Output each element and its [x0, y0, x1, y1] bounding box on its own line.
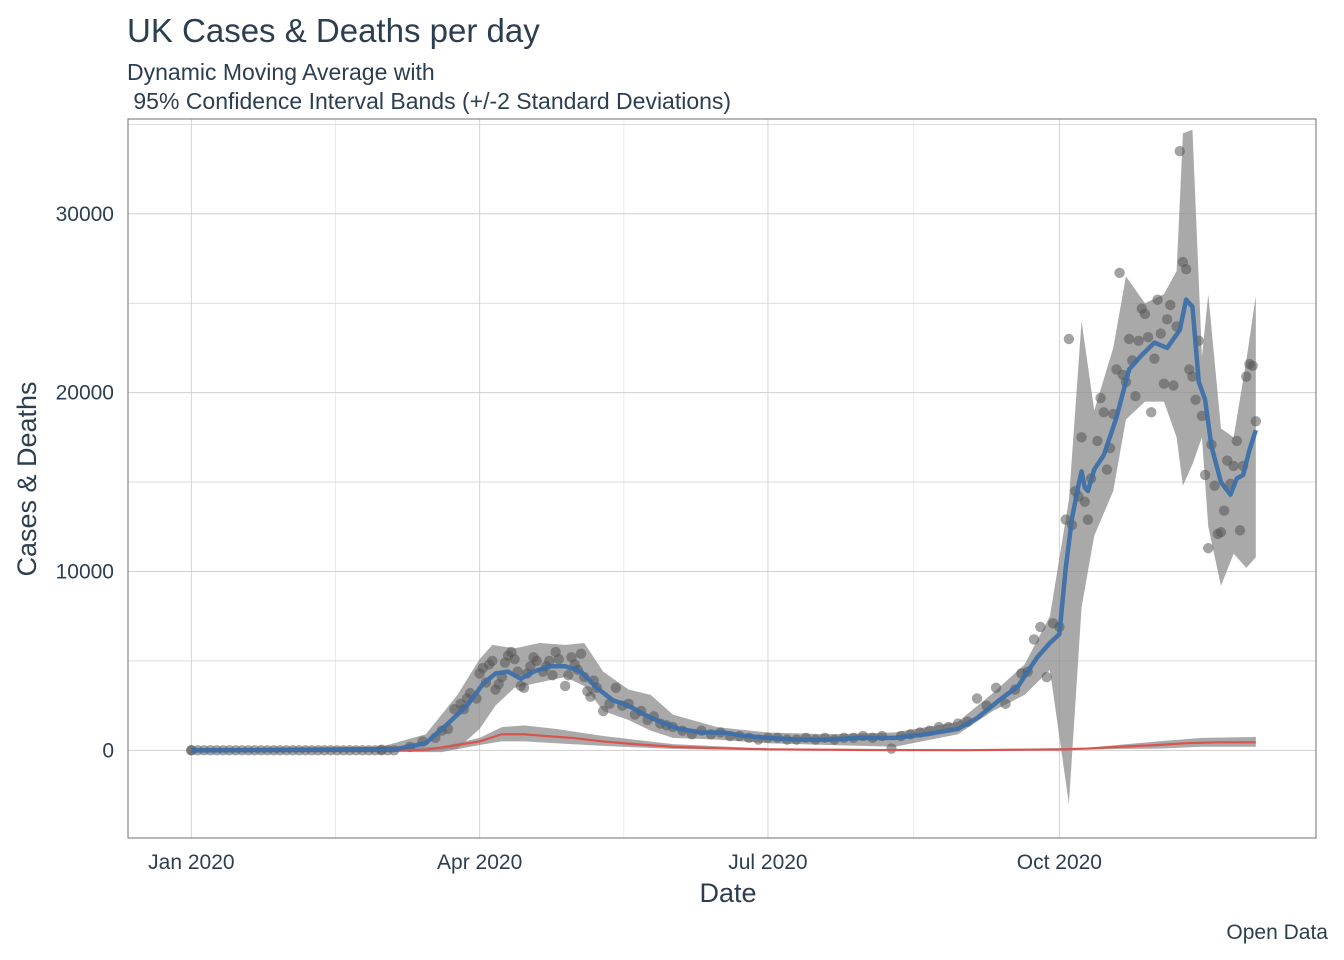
- case-point: [509, 653, 520, 665]
- case-point: [1203, 543, 1214, 554]
- y-tick-label: 30000: [56, 203, 114, 226]
- case-point: [547, 670, 558, 681]
- case-point: [1028, 634, 1040, 645]
- x-tick-label: Apr 2020: [437, 851, 522, 874]
- case-point: [598, 705, 609, 717]
- x-tick-label: Jul 2020: [728, 851, 807, 874]
- case-point: [1063, 333, 1075, 345]
- case-point: [563, 670, 574, 681]
- chart-subtitle: Dynamic Moving Average with 95% Confiden…: [127, 59, 732, 114]
- case-point: [1155, 328, 1166, 339]
- case-point: [1165, 299, 1176, 311]
- y-tick-label: 0: [102, 739, 114, 762]
- case-point: [1041, 671, 1052, 683]
- case-point: [1149, 353, 1160, 364]
- case-point: [1114, 267, 1125, 279]
- cases-moving-average-line: [191, 297, 1258, 753]
- case-point: [553, 653, 565, 665]
- case-point: [1000, 698, 1011, 710]
- case-point: [971, 693, 983, 704]
- x-tick-label: Jan 2020: [148, 851, 234, 874]
- case-point: [1190, 394, 1201, 406]
- case-point: [1209, 480, 1220, 491]
- chart-caption: Open Data: [1226, 921, 1328, 944]
- case-point: [1234, 525, 1246, 536]
- case-point: [531, 655, 542, 667]
- case-point: [1196, 410, 1208, 422]
- case-point: [1218, 505, 1230, 516]
- case-point: [487, 655, 498, 667]
- case-point: [1101, 464, 1113, 475]
- case-point: [990, 682, 1002, 693]
- case-point: [1079, 496, 1090, 507]
- case-point: [1241, 371, 1252, 382]
- case-point: [1187, 371, 1198, 382]
- y-tick-label: 10000: [56, 561, 114, 584]
- case-point: [1076, 432, 1087, 443]
- x-tick-label: Oct 2020: [1017, 851, 1102, 874]
- case-point: [1146, 407, 1157, 418]
- case-point: [559, 680, 571, 692]
- chart-title: UK Cases & Deaths per day: [127, 12, 540, 49]
- x-axis-title: Date: [699, 878, 756, 908]
- case-point: [518, 682, 530, 693]
- case-point: [1082, 514, 1094, 525]
- case-point: [1180, 264, 1192, 275]
- deaths-moving-average-line: [191, 733, 1256, 752]
- case-point: [1158, 378, 1170, 389]
- plot-panel-border: [127, 118, 1317, 839]
- case-point: [1161, 314, 1173, 325]
- case-point: [886, 743, 897, 754]
- case-point: [1247, 360, 1258, 372]
- case-point: [585, 691, 596, 702]
- case-point: [610, 682, 622, 693]
- case-point: [1035, 621, 1046, 633]
- case-point: [1231, 435, 1243, 447]
- case-point: [1250, 416, 1262, 427]
- case-point: [1142, 332, 1154, 343]
- case-point: [1152, 294, 1163, 305]
- case-point: [1095, 392, 1106, 404]
- case-point: [1139, 308, 1151, 320]
- case-point: [1174, 145, 1185, 157]
- case-point: [544, 655, 555, 667]
- case-point: [575, 648, 587, 659]
- case-point: [1228, 460, 1239, 472]
- case-point: [1199, 469, 1211, 481]
- case-point: [1215, 526, 1227, 538]
- case-point: [1130, 391, 1141, 402]
- y-axis-title: Cases & Deaths: [12, 381, 42, 576]
- case-point: [1168, 380, 1179, 391]
- case-point: [1133, 335, 1144, 346]
- case-point: [1123, 333, 1135, 345]
- case-point: [1098, 407, 1109, 418]
- y-tick-label: 20000: [56, 382, 114, 405]
- case-point: [1092, 435, 1103, 447]
